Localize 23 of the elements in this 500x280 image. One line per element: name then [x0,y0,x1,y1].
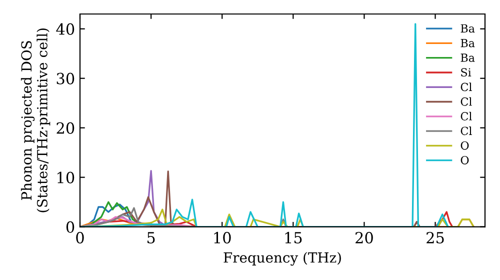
y-tick-label: 40 [56,23,74,35]
legend-label: Cl [460,126,472,136]
x-axis-title: Frequency (THz) [224,252,341,266]
legend-label: Cl [460,97,472,106]
y-tick-label: 10 [58,172,74,184]
legend-label: O [460,156,469,164]
legend-label: Cl [460,82,472,92]
y-tick-label: 20 [56,122,74,134]
legend-label: Si [461,68,472,77]
legend-label: Ba [460,54,475,62]
x-tick-label: 10 [214,232,231,244]
x-tick-label: 20 [356,232,373,244]
y-tick-label: 30 [56,72,74,84]
x-tick-label: 0 [76,232,84,244]
y-tick-label: 0 [66,221,74,233]
y-axis-title: Phonon projected DOS (States/THz·primitive cell) [20,28,50,212]
x-tick-label: 5 [147,232,155,244]
legend-label: O [460,141,469,150]
legend-label: Ba [460,38,475,48]
x-tick-label: 15 [285,232,302,244]
legend-label: Cl [460,112,472,120]
x-tick-label: 25 [426,232,444,244]
legend-label: Ba [460,24,475,33]
